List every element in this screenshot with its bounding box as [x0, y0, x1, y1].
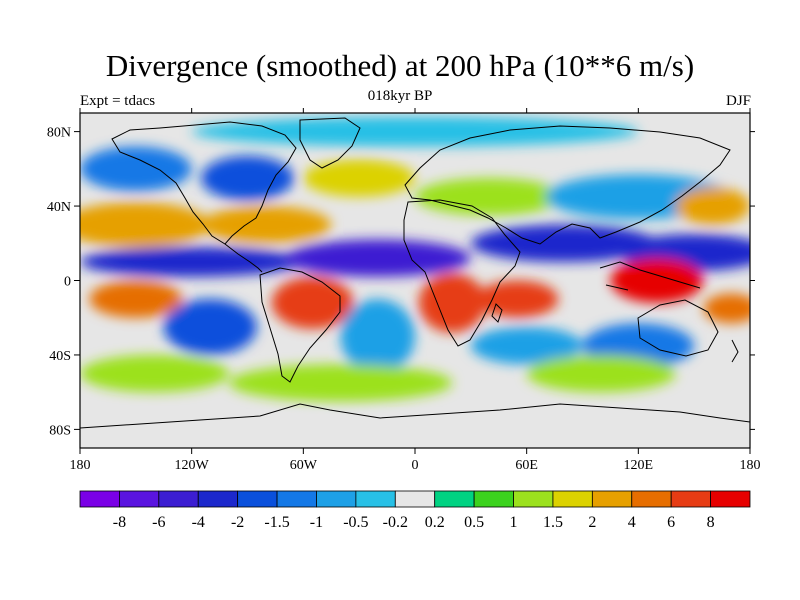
x-tick-label-3: 0	[412, 458, 419, 473]
coast-north-america	[111, 121, 297, 245]
field-blob-11	[703, 293, 750, 324]
colorbar-swatch-10	[473, 490, 514, 508]
field-blob-1	[200, 206, 332, 244]
colorbar-swatch-3	[197, 490, 239, 508]
coastlines	[80, 117, 750, 429]
colorbar-label-5: -1	[310, 514, 323, 531]
colorbar-label-10: 1	[510, 514, 518, 531]
colorbar-label-7: -0.2	[383, 514, 408, 531]
y-tick-label-0: 80N	[47, 126, 71, 141]
field-blob-12	[163, 299, 257, 355]
colorbar-swatch-5	[276, 490, 317, 508]
field-blob-24	[675, 187, 750, 225]
field-blob-0	[80, 202, 211, 247]
field-blob-26	[117, 421, 713, 445]
colorbar-label-0: -8	[113, 514, 126, 531]
colorbar-swatch-6	[316, 490, 357, 508]
colorbar-label-12: 2	[588, 514, 596, 531]
field-blob-3	[284, 239, 471, 277]
coast-africa	[403, 199, 521, 347]
colorbar-label-6: -0.5	[343, 514, 368, 531]
field-blob-22	[415, 178, 564, 216]
field-blob-9	[476, 280, 559, 318]
colorbar-swatch-16	[710, 490, 751, 508]
colorbar-swatch-9	[434, 490, 475, 508]
y-tick-label-4: 80S	[49, 423, 71, 438]
coast-madagascar	[491, 303, 503, 323]
field-blob-25	[191, 116, 639, 147]
y-tick-label-1: 40N	[47, 200, 71, 215]
field-blob-20	[200, 155, 295, 201]
colorbar-label-3: -2	[231, 514, 244, 531]
y-tick-label-3: 40S	[49, 349, 71, 364]
field-blob-21	[303, 159, 415, 197]
colorbar-label-9: 0.5	[464, 514, 484, 531]
x-tick-label-6: 180	[740, 458, 761, 473]
season-label: DJF	[725, 93, 751, 109]
field-blob-7	[271, 276, 354, 329]
colorbar-label-14: 6	[667, 514, 675, 531]
field-blob-16	[80, 354, 229, 393]
colorbar-swatch-7	[355, 490, 396, 508]
colorbar-swatch-1	[119, 490, 160, 508]
colorbar-swatch-2	[158, 490, 199, 508]
field-blob-8	[418, 273, 486, 333]
colorbar: -8 -6 -4 -2 -1.5 -1 -0.5 -0.2 0.2 0.5 1 1.5 2 4 6 8	[79, 490, 751, 531]
colorbar-label-11: 1.5	[543, 514, 563, 531]
x-tick-label-1: 120W	[175, 458, 210, 473]
colorbar-swatch-15	[670, 490, 711, 508]
axis-ticks: 180 120W 60W 0 60E 120E 180 80N 40N 0 40S 80S	[47, 108, 761, 473]
field-blob-2	[80, 247, 304, 277]
period-label: 018kyr BP	[367, 88, 433, 104]
x-tick-label-2: 60W	[290, 458, 318, 473]
colorbar-label-13: 4	[628, 514, 636, 531]
coast-eurasia	[404, 125, 731, 245]
coast-new-zealand	[731, 339, 739, 363]
coast-australia	[637, 299, 719, 357]
field-blob-19	[80, 146, 192, 192]
x-tick-label-0: 180	[70, 458, 91, 473]
field-blob-14	[470, 327, 583, 365]
colorbar-label-2: -4	[192, 514, 205, 531]
colorbar-swatch-0	[79, 490, 120, 508]
colorbar-label-15: 8	[707, 514, 715, 531]
field-blob-6	[89, 280, 183, 318]
colorbar-label-1: -6	[152, 514, 165, 531]
coast-antarctica	[80, 403, 750, 429]
coast-greenland	[299, 117, 361, 169]
x-tick-label-5: 120E	[624, 458, 654, 473]
field-blob-13	[340, 299, 415, 374]
field-blob-18	[526, 354, 676, 393]
colorbar-swatch-8	[394, 490, 436, 508]
colorbar-swatch-13	[591, 490, 633, 508]
colorbar-swatch-4	[237, 490, 278, 508]
colorbar-label-8: 0.2	[425, 514, 445, 531]
y-tick-label-2: 0	[64, 275, 71, 290]
colorbar-swatch-14	[631, 490, 672, 508]
colorbar-swatch-12	[552, 490, 593, 508]
coast-south-america	[259, 267, 341, 383]
x-tick-label-4: 60E	[515, 458, 538, 473]
colorbar-swatch-11	[513, 490, 554, 508]
coast-maritime-continent	[599, 261, 701, 291]
coast-central-america	[224, 243, 263, 273]
experiment-label: Expt = tdacs	[80, 93, 156, 109]
field-blob-17	[228, 364, 453, 402]
map-title: Divergence (smoothed) at 200 hPa (10**6 …	[105, 48, 695, 83]
field-blob-10	[610, 258, 704, 303]
colorbar-label-4: -1.5	[264, 514, 289, 531]
divergence-field	[80, 113, 750, 448]
